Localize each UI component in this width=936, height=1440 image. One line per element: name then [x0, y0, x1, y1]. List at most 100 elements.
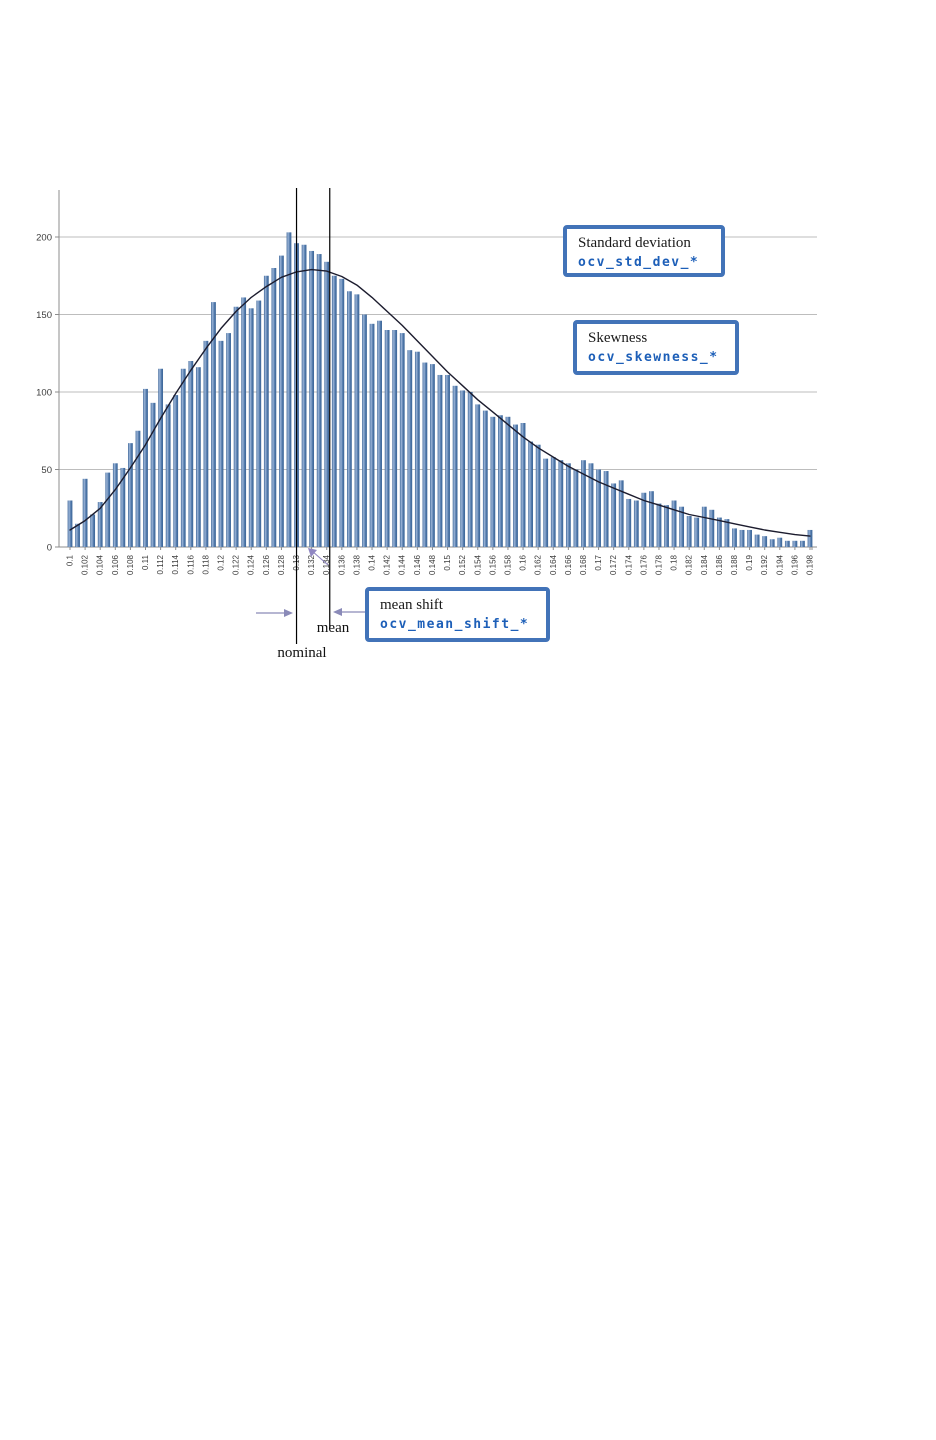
- x-axis-tick-label: 0.116: [186, 554, 195, 574]
- histogram-bar: [362, 314, 367, 547]
- histogram-bar: [256, 300, 262, 547]
- histogram-bar: [800, 540, 805, 547]
- histogram-bar: [301, 244, 307, 547]
- histogram-bar: [203, 340, 209, 547]
- x-axis-tick-label: 0.11: [141, 554, 150, 570]
- x-axis-tick-label: 0.14: [368, 554, 377, 570]
- histogram-bar: [90, 514, 96, 547]
- x-axis-tick-label: 0.19: [745, 554, 754, 570]
- x-axis-tick-label: 0.166: [564, 554, 573, 575]
- x-axis-tick-label: 0.128: [277, 554, 286, 575]
- mean-label: mean: [316, 620, 350, 636]
- histogram-bar: [762, 536, 768, 547]
- skewness-annotation-code: ocv_skewness_*: [588, 349, 719, 365]
- histogram-bar: [445, 374, 450, 547]
- histogram-bar: [430, 364, 435, 547]
- histogram-bar: [626, 498, 632, 547]
- histogram-bar: [784, 540, 790, 547]
- histogram-bar: [505, 416, 511, 547]
- histogram-bar: [173, 395, 179, 547]
- histogram-bar: [535, 444, 541, 547]
- x-axis-tick-label: 0.134: [322, 554, 331, 575]
- histogram-bar: [769, 539, 775, 547]
- x-axis-tick-label: 0.146: [413, 554, 422, 575]
- histogram-bar: [513, 424, 518, 547]
- histogram-bar: [195, 367, 201, 547]
- x-axis-tick-label: 0.18: [670, 554, 679, 570]
- histogram-bar: [135, 430, 141, 547]
- histogram-bar: [158, 368, 164, 547]
- histogram-bar: [550, 457, 556, 547]
- histogram-bar: [709, 509, 715, 547]
- histogram-bar: [807, 529, 813, 547]
- x-axis-tick-label: 0.138: [352, 554, 361, 575]
- histogram-bar: [656, 503, 662, 547]
- histogram-bar: [437, 374, 443, 547]
- x-axis-tick-label: 0.112: [156, 554, 165, 574]
- x-axis-tick-label: 0.182: [685, 554, 694, 575]
- histogram-bar: [422, 362, 428, 547]
- histogram-bar: [241, 297, 247, 547]
- histogram-bar: [701, 506, 707, 547]
- histogram-bars: [67, 232, 813, 548]
- x-axis-tick-label: 0.16: [519, 554, 528, 570]
- histogram-bar: [165, 404, 171, 547]
- mini-pointer-arrow: [308, 548, 329, 566]
- x-axis-tick-label: 0.144: [398, 554, 407, 575]
- histogram-bar: [581, 460, 586, 547]
- histogram-bar: [82, 478, 88, 547]
- x-axis-tick-label: 0.142: [383, 554, 392, 575]
- histogram-bar: [460, 390, 466, 547]
- histogram-bar: [777, 537, 783, 547]
- histogram-bar: [482, 410, 488, 547]
- x-axis-tick-label: 0.154: [473, 554, 482, 575]
- histogram-bar: [392, 330, 398, 547]
- mean-shift-arrows: [256, 608, 365, 617]
- mean-shift-annotation-title: mean shift: [380, 597, 443, 613]
- histogram-bar: [588, 463, 594, 547]
- skewness-annotation-box: Skewness ocv_skewness_*: [573, 320, 739, 375]
- x-axis-tick-label: 0.198: [805, 554, 814, 575]
- histogram-bar: [679, 506, 685, 547]
- x-axis-tick-label: 0.104: [96, 554, 105, 575]
- histogram-bar: [112, 463, 118, 547]
- histogram-bar: [120, 467, 126, 547]
- nominal-label: nominal: [277, 645, 327, 661]
- x-axis-tick-label: 0.152: [458, 554, 467, 575]
- x-axis-tick-label: 0.126: [262, 554, 271, 575]
- x-axis-tick-label: 0.168: [579, 554, 588, 575]
- mean-shift-annotation-code: ocv_mean_shift_*: [380, 616, 530, 632]
- x-axis-tick-label: 0.114: [171, 554, 180, 574]
- histogram-bar: [143, 388, 148, 547]
- x-axis-tick-label: 0.184: [700, 554, 709, 575]
- histogram-bar: [271, 268, 277, 547]
- histogram-bar: [233, 306, 239, 547]
- histogram-bar: [611, 483, 617, 547]
- histogram-bar: [618, 480, 624, 547]
- histogram-bar: [339, 278, 345, 547]
- histogram-bar: [452, 385, 458, 547]
- histogram-bar: [792, 540, 798, 547]
- x-axis-tick-label: 0.136: [337, 554, 346, 575]
- histogram-bar: [180, 368, 186, 547]
- histogram-bar: [724, 519, 730, 547]
- x-axis-tick-label: 0.158: [503, 554, 512, 575]
- x-axis-tick-label: 0.17: [594, 554, 603, 570]
- histogram-bar: [226, 333, 231, 547]
- histogram-bar: [399, 333, 405, 547]
- histogram-bar: [218, 340, 224, 547]
- histogram-bar: [150, 402, 156, 547]
- histogram-bar: [211, 302, 216, 547]
- x-axis-tick-label: 0.186: [715, 554, 724, 575]
- histogram-bar: [633, 500, 639, 547]
- x-axis-tick-label: 0.194: [775, 554, 784, 575]
- histogram-bar: [75, 523, 80, 547]
- histogram-bar: [490, 416, 496, 547]
- histogram-bar: [384, 330, 390, 547]
- histogram-bar: [694, 517, 700, 547]
- x-axis-tick-label: 0.148: [428, 554, 437, 575]
- histogram-bar: [747, 529, 752, 547]
- histogram-bar: [97, 502, 103, 547]
- histogram-bar: [664, 505, 669, 547]
